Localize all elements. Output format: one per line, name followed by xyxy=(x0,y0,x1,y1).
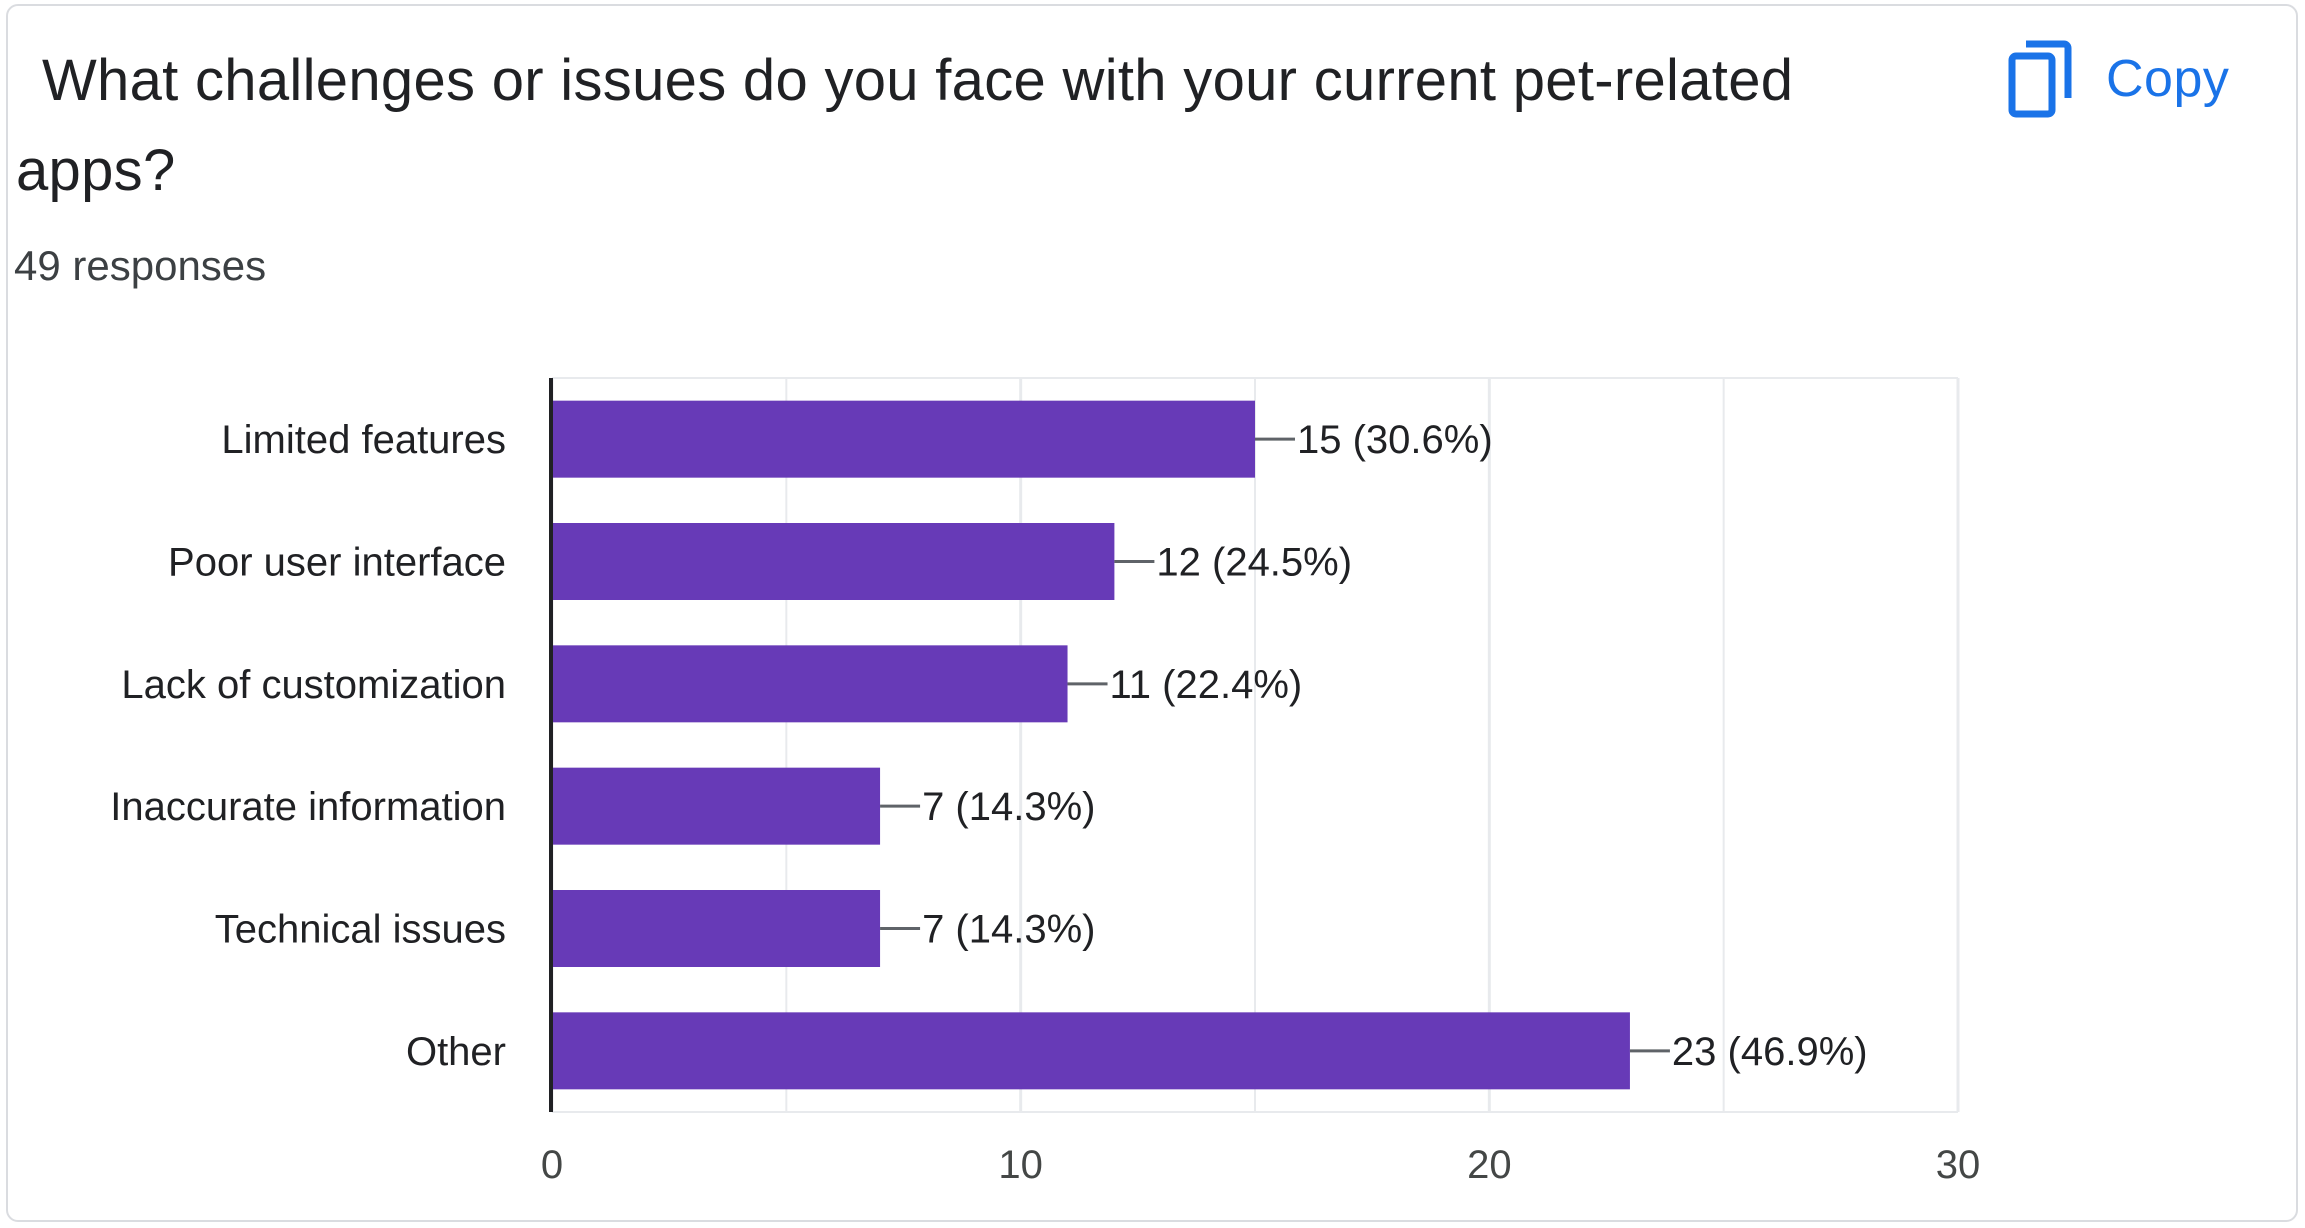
grid-lines xyxy=(550,377,1960,1113)
bars xyxy=(552,400,1630,1090)
data-label: 7 (14.3%) xyxy=(922,785,1095,829)
data-label: 7 (14.3%) xyxy=(922,908,1095,952)
category-label: Poor user interface xyxy=(168,541,506,585)
bar xyxy=(552,1012,1630,1090)
response-count: 49 responses xyxy=(14,242,267,289)
category-label: Inaccurate information xyxy=(110,785,506,829)
data-label: 23 (46.9%) xyxy=(1672,1030,1868,1074)
category-label: Technical issues xyxy=(215,908,506,952)
bar xyxy=(552,523,1115,600)
bar xyxy=(552,645,1068,723)
data-label: 12 (24.5%) xyxy=(1156,541,1352,585)
data-label: 11 (22.4%) xyxy=(1110,663,1303,707)
x-tick-label: 30 xyxy=(1936,1143,1981,1187)
copy-button[interactable]: Copy xyxy=(2008,34,2229,124)
copy-label: Copy xyxy=(2106,50,2230,108)
x-tick-label: 20 xyxy=(1467,1143,1512,1187)
question-title: What challenges or issues do you face wi… xyxy=(16,48,1794,203)
category-label: Limited features xyxy=(221,418,506,462)
bar xyxy=(552,890,881,967)
data-label: 15 (30.6%) xyxy=(1297,418,1493,462)
x-tick-label: 10 xyxy=(998,1143,1043,1187)
category-label: Other xyxy=(406,1030,506,1074)
copy-icon xyxy=(2008,40,2072,118)
bar xyxy=(552,767,881,845)
bar xyxy=(552,400,1255,478)
x-tick-label: 0 xyxy=(541,1143,563,1187)
category-label: Lack of customization xyxy=(121,663,506,707)
labels: Limited features 15 (30.6%) Poor user inte… xyxy=(110,418,1980,1187)
